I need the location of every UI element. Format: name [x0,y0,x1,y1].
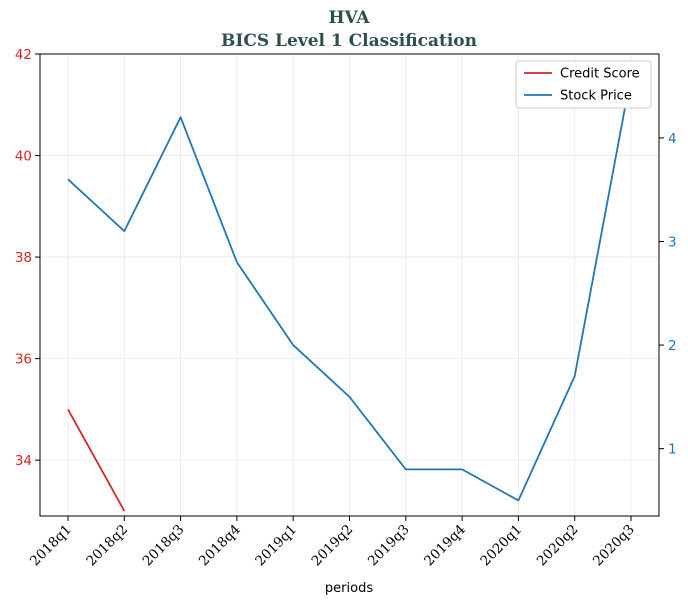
x-axis: 2018q1 2018q2 2018q3 2018q4 2019q1 2019q2 2019… [27,516,638,569]
x-tick-label: 2019q1 [252,522,300,570]
legend-label-credit-score: Credit Score [560,67,640,82]
x-tick-label: 2019q3 [365,522,413,570]
x-tick-label: 2020q1 [477,522,525,570]
x-tick-label: 2019q4 [421,522,469,570]
x-tick-label: 2018q2 [83,522,131,570]
x-tick-label: 2019q2 [309,522,357,570]
y-left-tick-label: 40 [15,149,32,165]
y-left-tick-label: 42 [15,47,32,63]
x-tick-label: 2018q4 [196,522,244,570]
plot-lines [67,75,632,512]
y-right-tick-label: 1 [668,442,677,458]
x-axis-label: periods [325,581,373,596]
x-tick-label: 2020q2 [534,522,582,570]
y-axis-left: 34 36 38 40 42 [15,47,40,469]
series-line-stock-price [67,75,632,502]
legend: Credit Score Stock Price [515,60,652,109]
y-left-tick-label: 36 [15,352,32,368]
y-right-tick-label: 2 [668,338,677,354]
x-tick-label: 2020q3 [590,522,638,570]
legend-label-stock-price: Stock Price [560,89,632,104]
y-right-tick-label: 3 [668,234,677,250]
y-right-tick-label: 4 [668,131,677,147]
chart-subtitle: BICS Level 1 Classification [221,31,477,51]
x-tick-label: 2018q1 [27,522,75,570]
grid [40,53,659,516]
x-tick-label: 2018q3 [140,522,188,570]
chart-title: HVA [328,8,370,28]
y-left-tick-label: 38 [15,250,32,266]
y-axis-right: 1 2 3 4 [659,131,677,458]
y-left-tick-label: 34 [15,453,32,469]
series-line-credit-score [67,408,126,512]
